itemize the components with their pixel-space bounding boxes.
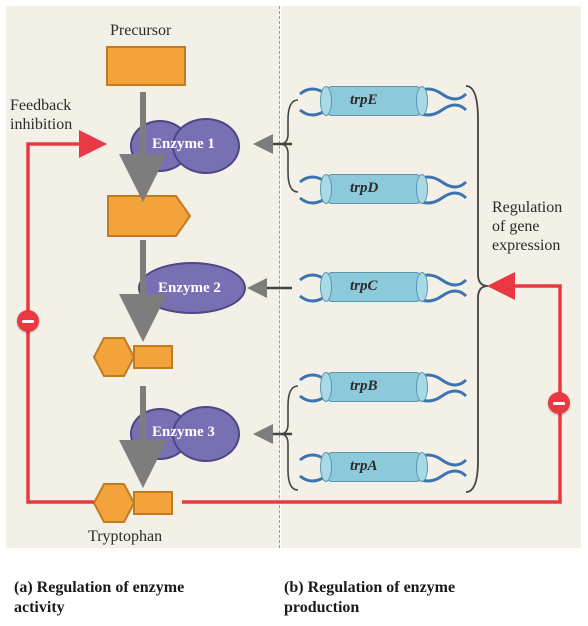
caption-b-text: Regulation of enzyme production	[284, 579, 455, 616]
diagram-root: Precursor Feedback inhibition Tryptophan…	[0, 0, 588, 626]
caption-a: (a) Regulation of enzyme activity	[14, 558, 184, 618]
gene-label: trpB	[350, 378, 378, 395]
gene-cap-left	[320, 86, 332, 116]
caption-b-prefix: (b)	[284, 579, 308, 596]
gene-cap-left	[320, 372, 332, 402]
minus-badge-a	[17, 310, 39, 332]
gene-cap-left	[320, 452, 332, 482]
gene-cap-left	[320, 272, 332, 302]
gene-cap-right	[416, 452, 428, 482]
gene-cap-right	[416, 372, 428, 402]
pathway-arrows	[0, 0, 588, 626]
gene-cap-right	[416, 86, 428, 116]
gene-label: trpC	[350, 278, 378, 295]
gene-label: trpA	[350, 458, 378, 475]
gene-trpB: trpB	[298, 368, 463, 408]
gene-trpD: trpD	[298, 170, 463, 210]
gene-trpC: trpC	[298, 268, 463, 308]
gene-trpA: trpA	[298, 448, 463, 488]
caption-a-text: Regulation of enzyme activity	[14, 579, 184, 616]
gene-trpE: trpE	[298, 82, 463, 122]
minus-badge-b	[548, 392, 570, 414]
gene-cap-left	[320, 174, 332, 204]
caption-b: (b) Regulation of enzyme production	[284, 558, 455, 618]
gene-label: trpD	[350, 180, 378, 197]
caption-a-prefix: (a)	[14, 579, 37, 596]
gene-cap-right	[416, 174, 428, 204]
gene-label: trpE	[350, 92, 378, 109]
gene-cap-right	[416, 272, 428, 302]
